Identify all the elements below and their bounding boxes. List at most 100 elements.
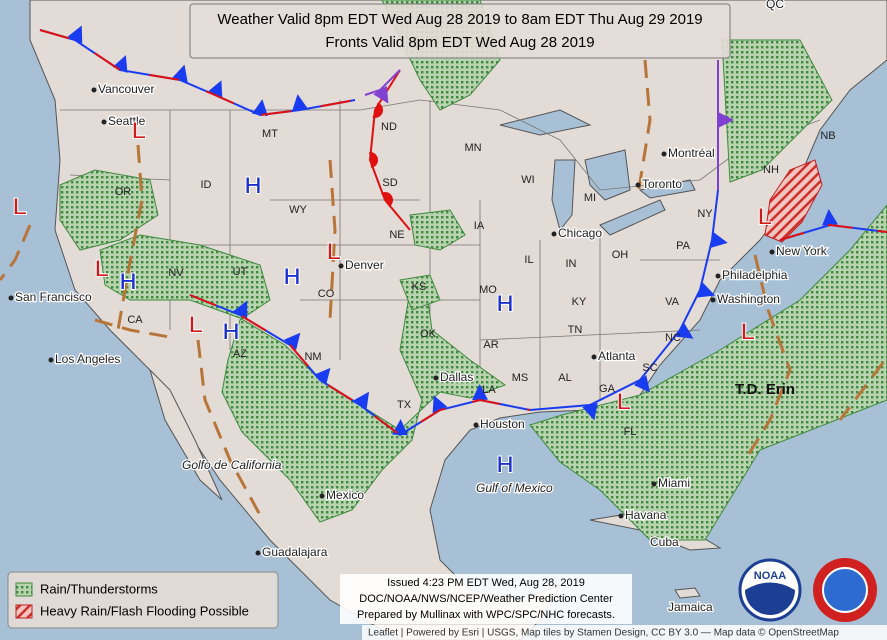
city-label: Washington [717,292,780,306]
city-dot [769,249,775,255]
state-label: NC [665,332,681,344]
state-label: MN [464,142,481,154]
city-label: Philadelphia [722,268,788,282]
state-label: MO [479,284,497,296]
pressure-center: L [13,193,28,220]
city-label: Los Angeles [55,352,120,366]
state-label: OH [612,249,629,261]
nws-logo-inner [822,567,868,613]
state-label: SD [382,177,397,189]
state-label: NH [763,164,779,176]
pressure-center: H [496,451,513,478]
city-dot [618,513,624,519]
header-line: Weather Valid 8pm EDT Wed Aug 28 2019 to… [217,11,702,28]
noaa-logo-wave [745,582,795,615]
fronts [39,25,887,437]
city-label: Gulf of Mexico [476,481,553,495]
legend-label: Rain/Thunderstorms [40,581,158,596]
pressure-center: H [496,290,513,317]
state-label: IN [566,258,577,270]
pressure-center: H [283,263,300,290]
city-dot [101,119,107,125]
city-dot [255,550,261,556]
state-label: AZ [233,348,247,360]
city-dot [591,354,597,360]
state-label: NY [697,208,713,220]
city-label: Montréal [668,146,715,160]
city-label: Cuba [650,535,679,549]
state-label: CO [318,288,335,300]
state-label: TN [568,324,583,336]
legend-label: Heavy Rain/Flash Flooding Possible [40,603,249,618]
city-label: Guadalajara [262,545,328,559]
city-label: Mexico [326,488,364,502]
state-label: SC [642,362,657,374]
city-dot [433,375,439,381]
state-label: WI [521,174,534,186]
city-dot [551,231,557,237]
state-label: LA [482,384,496,396]
header-line: Fronts Valid 8pm EDT Wed Aug 28 2019 [325,34,594,51]
city-label: San Francisco [15,290,92,304]
state-label: KS [412,281,427,293]
issued-box [340,574,632,624]
header-box [189,3,731,59]
city-dot [91,87,97,93]
state-label: NM [304,351,321,363]
attribution[interactable]: Leaflet | Powered by Esri | USGS, Map ti… [368,628,839,639]
city-label: Houston [480,417,525,431]
pressure-center: L [617,388,632,415]
city-label: Havana [625,508,667,522]
state-label: NE [389,229,404,241]
state-label: OK [420,328,437,340]
city-label: Seattle [108,114,146,128]
legend-swatch [15,582,33,597]
state-label: TX [397,399,412,411]
state-label: NV [168,267,184,279]
jamaica [674,587,701,599]
city-dot [715,273,721,279]
state-label: NB [820,130,835,142]
city-label: Vancouver [98,82,154,96]
state-label: WY [289,204,307,216]
legend-swatch [15,604,33,619]
state-label: ND [381,121,397,133]
city-label: Miami [658,476,690,490]
issued-line: DOC/NOAA/NWS/NCEP/Weather Prediction Cen… [359,593,613,605]
pressure-center: H [222,318,239,345]
pressure-center: L [327,238,342,265]
great-lakes [499,109,696,236]
city-label: Jamaica [668,600,713,614]
troughs [0,59,887,516]
city-label: Dallas [440,370,473,384]
city-dot [651,481,657,487]
pressure-center: L [741,318,756,345]
state-label: VA [665,296,680,308]
pressure-center: H [244,172,261,199]
state-label: CA [127,314,143,326]
city-dot [8,295,14,301]
issued-line: Prepared by Mullinax with WPC/SPC/NHC fo… [357,609,615,621]
state-label: OR [115,186,132,198]
state-label: GA [599,383,616,395]
attribution-bar [362,625,887,640]
legend-box [7,571,279,629]
state-label: UT [233,266,248,278]
city-dot [661,151,667,157]
city-dot [338,263,344,269]
city-dot [48,357,54,363]
state-label: AL [558,372,571,384]
state-label: KY [572,296,587,308]
pressure-center: L [95,255,110,282]
pressure-center: H [119,268,136,295]
state-label: FL [624,426,637,438]
pressure-center: L [132,117,147,144]
baja [149,369,223,501]
issued-line: Issued 4:23 PM EDT Wed, Aug 28, 2019 [387,577,585,589]
city-dot [710,297,716,303]
city-dot [319,493,325,499]
state-label: MS [512,372,529,384]
flood-area [764,159,823,243]
noaa-logo-text: NOAA [754,570,786,582]
